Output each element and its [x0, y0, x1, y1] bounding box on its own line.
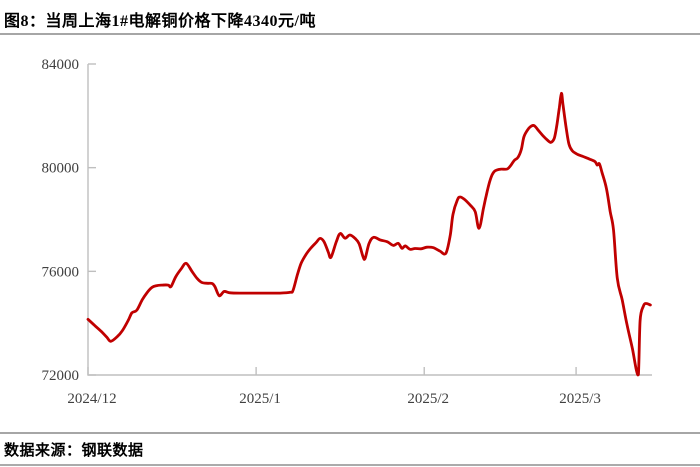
data-source: 数据来源：钢联数据 — [4, 443, 144, 459]
footer-divider — [0, 432, 700, 434]
price-line-series — [86, 91, 652, 377]
y-tick-label: 72000 — [42, 368, 80, 384]
y-tick-label: 76000 — [42, 264, 80, 280]
y-tick-label: 84000 — [42, 57, 80, 73]
axis-lines — [87, 64, 652, 376]
x-tick-label: 2025/1 — [239, 391, 281, 407]
bottom-edge-line — [0, 464, 700, 466]
y-tick-label: 80000 — [42, 161, 80, 177]
title-divider — [0, 33, 700, 35]
x-tick-label: 2025/2 — [407, 391, 449, 407]
figure-title: 图8：当周上海1#电解铜价格下降4340元/吨 — [4, 13, 316, 30]
x-tick-label: 2025/3 — [559, 391, 601, 407]
x-tick-label: 2024/12 — [67, 391, 116, 407]
